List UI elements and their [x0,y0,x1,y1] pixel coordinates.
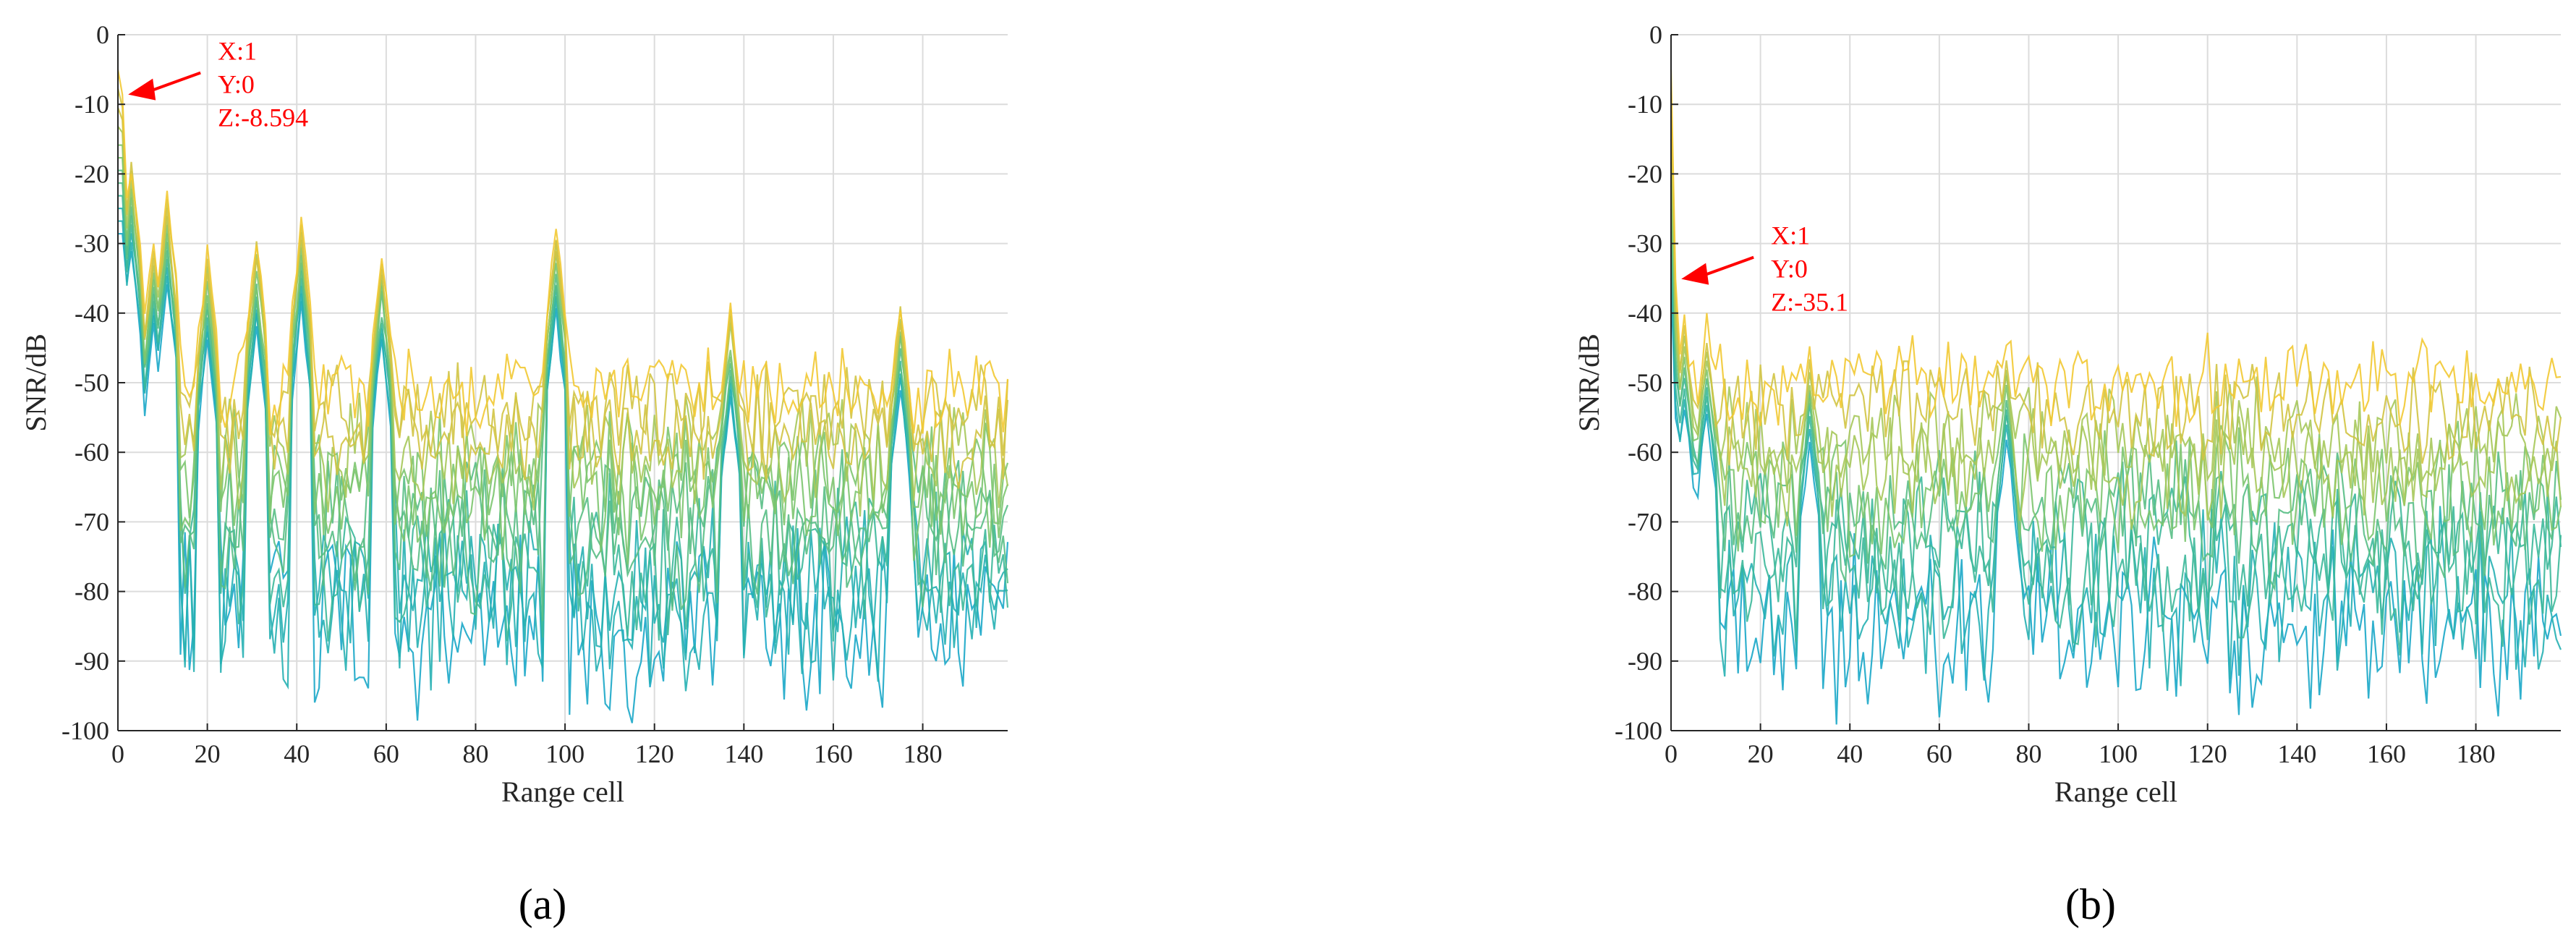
annotation-text-line: Z:-8.594 [218,103,308,132]
x-tick-label: 0 [111,739,124,768]
series-line [118,182,1009,621]
x-tick-label: 120 [2188,739,2227,768]
x-tick-label: 60 [1926,739,1952,768]
y-tick-label: -50 [75,368,109,397]
y-axis-title: SNR/dB [1573,333,1605,432]
y-tick-label: -90 [1628,647,1662,676]
annotation-arrow-head [128,78,156,101]
y-tick-label: -100 [1615,716,1662,745]
x-axis-title: Range cell [2054,776,2177,808]
x-tick-label: 80 [462,739,488,768]
x-tick-label: 100 [2099,739,2138,768]
x-tick-label: 160 [814,739,853,768]
panel-label: (a) [519,880,567,928]
series-line [1670,116,2562,498]
annotation-arrow-head [1681,263,1709,285]
x-tick-label: 180 [2457,739,2496,768]
x-tick-label: 140 [724,739,763,768]
y-tick-label: -30 [75,229,109,258]
x-tick-label: 60 [373,739,399,768]
chart-a: 0 20 40 60 80 100 120 140 160 180 0 -10 -20 -30 -40 -50… [20,20,1009,928]
y-tick-label: -60 [75,438,109,467]
x-tick-label: 20 [1748,739,1774,768]
y-tick-label: -80 [1628,577,1662,606]
annotation-arrow-shaft [1701,255,1754,278]
grid [117,34,1008,731]
y-tick-label: -90 [75,647,109,676]
y-tick-label: -20 [75,159,109,188]
series-line [1670,231,2562,656]
series-line [1670,278,2562,725]
x-tick-label: 140 [2277,739,2316,768]
panel-label: (b) [2065,880,2116,928]
annotation-text-line: Y:0 [1771,255,1808,284]
y-tick-label: -70 [75,507,109,536]
y-tick-label: 0 [96,20,109,49]
x-tick-label: 180 [904,739,943,768]
y-axis-title: SNR/dB [20,333,52,432]
annotation-text-line: Y:0 [218,70,255,99]
series-line [1670,69,2562,427]
annotation-arrow-shaft [148,71,201,93]
series-line [118,195,1009,642]
y-tick-label: -70 [1628,507,1662,536]
series-line [1670,185,2562,592]
y-tick-label: -100 [61,716,109,745]
x-tick-label: 100 [545,739,585,768]
y-tick-label: -80 [75,577,109,606]
x-tick-label: 40 [284,739,310,768]
annotation-text-line: X:1 [218,37,257,66]
y-tick-label: 0 [1649,20,1662,49]
y-tick-label: -30 [1628,229,1662,258]
x-tick-label: 120 [635,739,674,768]
x-tick-label: 80 [2015,739,2041,768]
y-tick-label: -60 [1628,438,1662,467]
x-tick-label: 160 [2367,739,2406,768]
series-group [1670,69,2562,725]
x-tick-label: 40 [1837,739,1863,768]
y-tick-label: -50 [1628,368,1662,397]
series-line [116,69,1009,436]
x-tick-label: 20 [195,739,221,768]
chart-b: 0 20 40 60 80 100 120 140 160 180 0 -10 -20 -30 -40 -50… [1573,20,2562,928]
y-tick-label: -10 [1628,90,1662,119]
series-line [1670,139,2562,530]
y-tick-label: -40 [75,299,109,328]
series-group [116,69,1009,723]
y-tick-label: -20 [1628,159,1662,188]
y-tick-label: -10 [75,90,109,119]
y-tick-label: -40 [1628,299,1662,328]
annotation-text-line: X:1 [1771,221,1810,250]
annotation-text-line: Z:-35.1 [1771,288,1848,317]
x-tick-label: 0 [1665,739,1678,768]
series-line [116,88,1009,463]
x-axis-title: Range cell [501,776,624,808]
